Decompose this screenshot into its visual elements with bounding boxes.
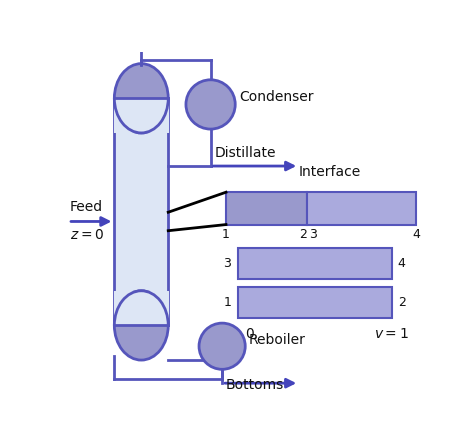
Text: 3: 3 [309,228,317,241]
Text: Distillate: Distillate [214,146,276,160]
Bar [114,98,169,133]
Text: 2: 2 [299,228,307,241]
Text: Bottoms: Bottoms [226,378,284,392]
Bar [237,248,392,279]
Text: 4: 4 [412,228,420,241]
Text: $v=1$: $v=1$ [374,327,409,341]
Text: 3: 3 [224,257,231,270]
Bar [114,98,168,326]
Bar [307,192,416,224]
Text: 4: 4 [398,257,406,270]
Text: 2: 2 [398,296,406,309]
Text: Condenser: Condenser [239,90,314,104]
Ellipse shape [114,291,168,360]
Circle shape [199,323,245,369]
Text: Vapor: Vapor [341,201,382,215]
Text: Liquid: Liquid [246,201,287,215]
Text: Reboiler: Reboiler [249,333,306,347]
Text: 1: 1 [222,228,230,241]
Bar [114,291,169,326]
Text: Liquid: Liquid [293,295,336,309]
Circle shape [186,80,235,129]
Text: $z=0$: $z=0$ [70,228,104,242]
Bar [237,287,392,318]
Text: $v=0$: $v=0$ [220,327,255,341]
Text: Feed: Feed [70,200,103,214]
Text: 1: 1 [224,296,231,309]
Text: Interface: Interface [299,165,361,179]
Ellipse shape [114,64,168,133]
Bar [226,192,307,224]
Text: Vapor: Vapor [294,257,335,271]
